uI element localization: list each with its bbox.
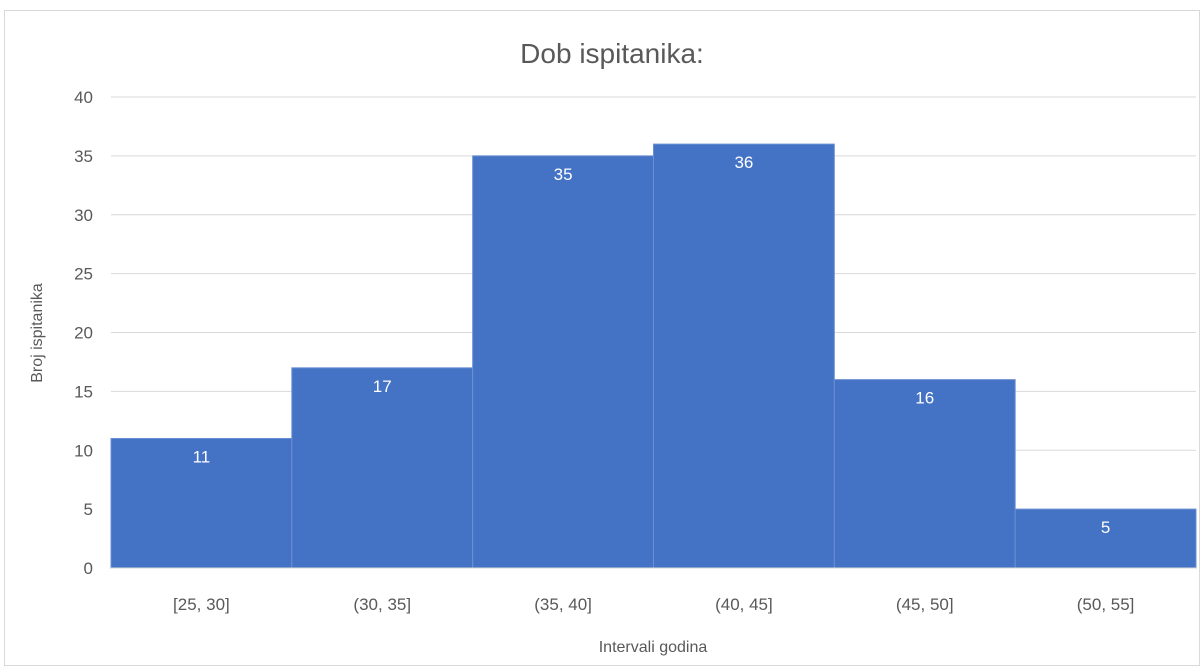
y-tick-label: 10	[74, 441, 93, 460]
x-tick-label: (45, 50]	[896, 595, 954, 614]
bar-value-label: 36	[734, 153, 753, 172]
y-axis-ticks: 0 5 10 15 20 25 30 35 40	[74, 88, 93, 578]
x-axis-label: Intervali godina	[599, 639, 708, 656]
bar-value-label: 35	[554, 165, 573, 184]
x-tick-label: (35, 40]	[534, 595, 592, 614]
y-tick-label: 35	[74, 147, 93, 166]
bar-value-label: 11	[193, 447, 211, 466]
x-axis-ticks: [25, 30] (30, 35] (35, 40] (40, 45] (45, 50]…	[173, 595, 1134, 614]
bars	[110, 143, 1197, 569]
bar-value-label: 5	[1101, 518, 1110, 537]
y-tick-label: 15	[74, 382, 93, 401]
bar-1	[291, 367, 474, 569]
y-tick-label: 30	[74, 206, 93, 225]
y-axis-label: Broj ispitanika	[29, 283, 46, 383]
y-tick-label: 25	[74, 265, 93, 284]
x-tick-label: (30, 35]	[353, 595, 411, 614]
x-tick-label: (50, 55]	[1077, 595, 1135, 614]
x-tick-label: [25, 30]	[173, 595, 230, 614]
bar-3	[653, 143, 835, 569]
bar-4	[833, 379, 1016, 569]
data-labels: 11 17 35 36 16 5	[193, 153, 1111, 537]
bar-value-label: 16	[915, 389, 934, 408]
bar-2	[472, 155, 654, 569]
y-tick-label: 40	[74, 88, 93, 107]
bar-0	[110, 437, 293, 569]
chart-title: Dob ispitanika:	[520, 38, 704, 69]
y-tick-label: 0	[84, 559, 93, 578]
bar-5	[1014, 508, 1197, 569]
x-tick-label: (40, 45]	[715, 595, 773, 614]
y-tick-label: 20	[74, 324, 93, 343]
bar-value-label: 17	[373, 377, 392, 396]
y-tick-label: 5	[84, 500, 93, 519]
